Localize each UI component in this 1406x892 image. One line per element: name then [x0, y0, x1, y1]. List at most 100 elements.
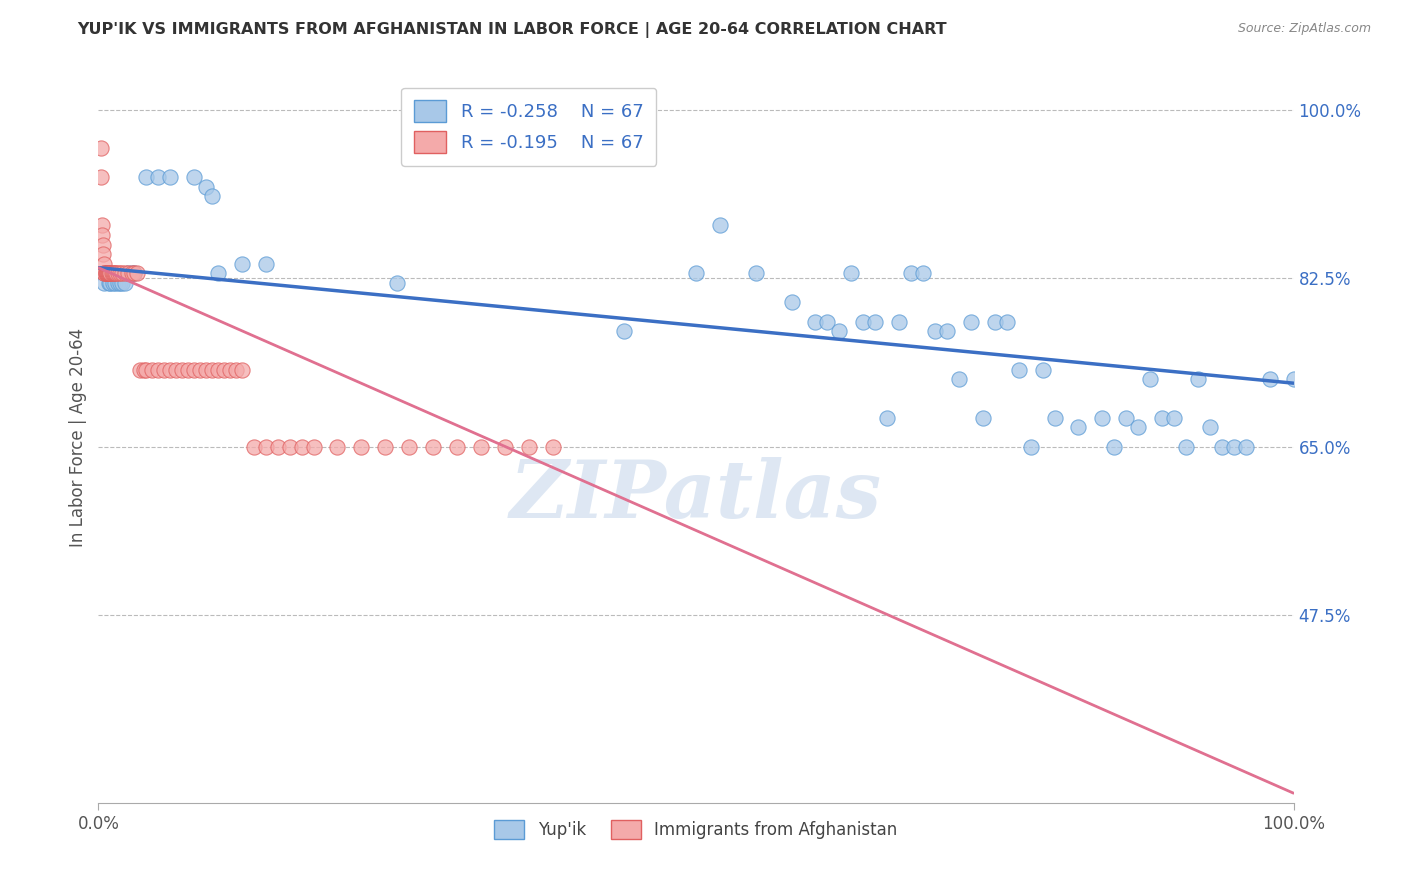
Point	[96, 267, 118, 281]
Point	[1152, 410, 1174, 425]
Point	[96, 267, 118, 281]
Point	[291, 440, 314, 454]
Point	[98, 267, 121, 281]
Point	[117, 267, 139, 281]
Point	[267, 440, 290, 454]
Point	[96, 267, 118, 281]
Point	[93, 267, 115, 281]
Point	[350, 440, 373, 454]
Point	[183, 170, 205, 185]
Point	[135, 170, 157, 185]
Point	[98, 267, 122, 281]
Point	[90, 170, 112, 185]
Point	[114, 276, 136, 290]
Point	[1139, 372, 1161, 386]
Point	[984, 315, 1007, 329]
Point	[98, 276, 122, 290]
Point	[183, 362, 205, 376]
Point	[1019, 440, 1042, 454]
Point	[960, 315, 983, 329]
Point	[97, 267, 120, 281]
Point	[212, 362, 235, 376]
Point	[94, 267, 117, 281]
Point	[107, 267, 129, 281]
Point	[254, 257, 277, 271]
Point	[159, 362, 181, 376]
Point	[1187, 372, 1209, 386]
Point	[1282, 372, 1305, 386]
Point	[107, 276, 129, 290]
Point	[972, 410, 994, 425]
Point	[111, 276, 134, 290]
Point	[141, 362, 163, 376]
Point	[374, 440, 396, 454]
Point	[278, 440, 301, 454]
Point	[108, 267, 131, 281]
Point	[98, 276, 121, 290]
Point	[129, 362, 152, 376]
Point	[398, 440, 420, 454]
Point	[828, 324, 851, 338]
Point	[924, 324, 946, 338]
Point	[100, 267, 122, 281]
Point	[125, 267, 148, 281]
Point	[97, 267, 120, 281]
Point	[165, 362, 187, 376]
Point	[302, 440, 325, 454]
Point	[177, 362, 200, 376]
Point	[1008, 362, 1031, 376]
Text: YUP'IK VS IMMIGRANTS FROM AFGHANISTAN IN LABOR FORCE | AGE 20-64 CORRELATION CHA: YUP'IK VS IMMIGRANTS FROM AFGHANISTAN IN…	[77, 22, 948, 38]
Point	[685, 267, 707, 281]
Point	[243, 440, 266, 454]
Point	[865, 315, 887, 329]
Point	[613, 324, 636, 338]
Point	[541, 440, 564, 454]
Point	[103, 267, 125, 281]
Point	[159, 170, 181, 185]
Point	[841, 267, 863, 281]
Point	[780, 295, 803, 310]
Point	[201, 362, 224, 376]
Point	[1175, 440, 1198, 454]
Point	[470, 440, 492, 454]
Point	[201, 189, 224, 203]
Point	[114, 267, 136, 281]
Point	[326, 440, 349, 454]
Point	[219, 362, 242, 376]
Point	[148, 362, 170, 376]
Point	[121, 267, 143, 281]
Point	[231, 362, 253, 376]
Point	[517, 440, 540, 454]
Point	[876, 410, 898, 425]
Point	[1163, 410, 1185, 425]
Legend: Yup'ik, Immigrants from Afghanistan: Yup'ik, Immigrants from Afghanistan	[488, 814, 904, 846]
Point	[104, 276, 127, 290]
Point	[889, 315, 911, 329]
Point	[91, 237, 114, 252]
Point	[1104, 440, 1126, 454]
Point	[98, 267, 121, 281]
Point	[94, 267, 117, 281]
Point	[104, 267, 127, 281]
Point	[90, 141, 112, 155]
Point	[148, 170, 170, 185]
Point	[153, 362, 176, 376]
Point	[121, 267, 143, 281]
Point	[93, 267, 115, 281]
Point	[1199, 420, 1222, 434]
Text: ZIPatlas: ZIPatlas	[510, 457, 882, 534]
Point	[207, 362, 229, 376]
Point	[1223, 440, 1246, 454]
Point	[1032, 362, 1054, 376]
Point	[117, 267, 139, 281]
Point	[1258, 372, 1281, 386]
Point	[188, 362, 211, 376]
Point	[207, 267, 229, 281]
Point	[948, 372, 970, 386]
Point	[91, 227, 114, 242]
Point	[195, 179, 218, 194]
Point	[815, 315, 838, 329]
Point	[1043, 410, 1066, 425]
Point	[97, 267, 120, 281]
Point	[1067, 420, 1090, 434]
